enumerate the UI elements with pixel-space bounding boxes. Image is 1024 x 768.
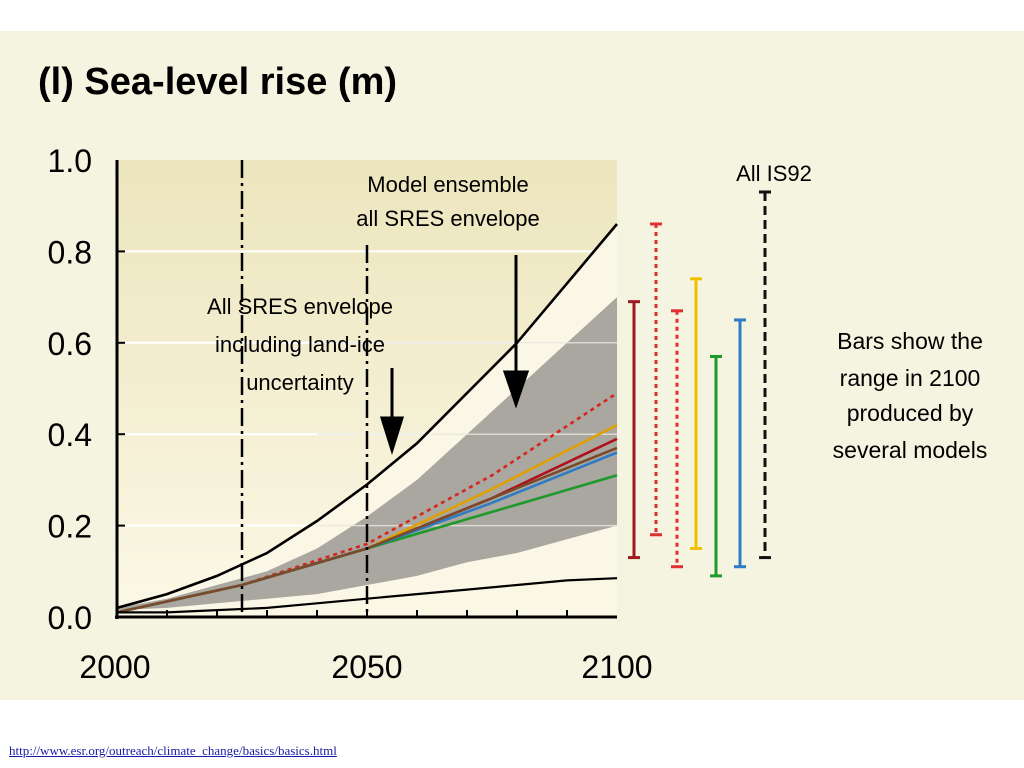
x-tick-label: 2000 bbox=[79, 649, 150, 685]
annotation-all-sres: All SRES envelope including land-ice unc… bbox=[207, 294, 393, 395]
range-bar-5 bbox=[734, 318, 746, 569]
x-tick-label: 2050 bbox=[331, 649, 402, 685]
annotation-model-ensemble-line1: Model ensemble bbox=[367, 172, 528, 197]
range-bar-3 bbox=[690, 277, 702, 550]
bars-note-line4: several models bbox=[833, 437, 988, 463]
all-is92-label: All IS92 bbox=[736, 161, 812, 186]
reference-dashed-lines bbox=[240, 160, 369, 617]
y-tick-label: 0.4 bbox=[48, 417, 92, 453]
series-line-1 bbox=[116, 392, 618, 614]
range-bar-0 bbox=[628, 300, 640, 560]
envelope-model-ensemble bbox=[117, 297, 617, 611]
range-bar-2 bbox=[671, 309, 683, 569]
annotation-arrows bbox=[379, 255, 530, 456]
plot-area: 0.0 0.2 0.4 0.6 0.8 1.0 2000 2050 2100 bbox=[48, 143, 653, 685]
arrow-all-sres-head bbox=[379, 416, 405, 456]
y-tick-label: 0.0 bbox=[48, 600, 92, 636]
bars-note: Bars show the range in 2100 produced by … bbox=[833, 328, 988, 463]
range-bar-1 bbox=[650, 222, 662, 537]
y-tick-label: 0.8 bbox=[48, 234, 92, 270]
range-bars-2100 bbox=[628, 190, 771, 578]
tick-labels: 0.0 0.2 0.4 0.6 0.8 1.0 2000 2050 2100 bbox=[48, 143, 653, 685]
bars-note-line3: produced by bbox=[847, 400, 974, 426]
range-bar-6 bbox=[759, 190, 771, 560]
x-tick-label: 2100 bbox=[581, 649, 652, 685]
annotation-all-sres-line1: All SRES envelope bbox=[207, 294, 393, 319]
y-tick-label: 0.6 bbox=[48, 326, 92, 362]
annotation-model-ensemble-line2: all SRES envelope bbox=[356, 206, 539, 231]
upper-boundary-line bbox=[116, 223, 618, 610]
y-tick-label: 0.2 bbox=[48, 509, 92, 545]
arrow-model-ensemble-head bbox=[502, 370, 530, 409]
annotation-model-ensemble: Model ensemble all SRES envelope bbox=[356, 172, 539, 231]
axes bbox=[115, 160, 617, 619]
bars-note-line1: Bars show the bbox=[837, 328, 983, 354]
chart-title: (l) Sea-level rise (m) bbox=[38, 61, 397, 103]
y-tick-label: 1.0 bbox=[48, 143, 92, 179]
annotation-all-sres-line3: uncertainty bbox=[246, 370, 354, 395]
bars-note-line2: range in 2100 bbox=[840, 365, 981, 391]
annotation-all-sres-line2: including land-ice bbox=[215, 332, 385, 357]
source-link[interactable]: http://www.esr.org/outreach/climate_chan… bbox=[9, 743, 337, 758]
range-bar-4 bbox=[710, 355, 722, 578]
